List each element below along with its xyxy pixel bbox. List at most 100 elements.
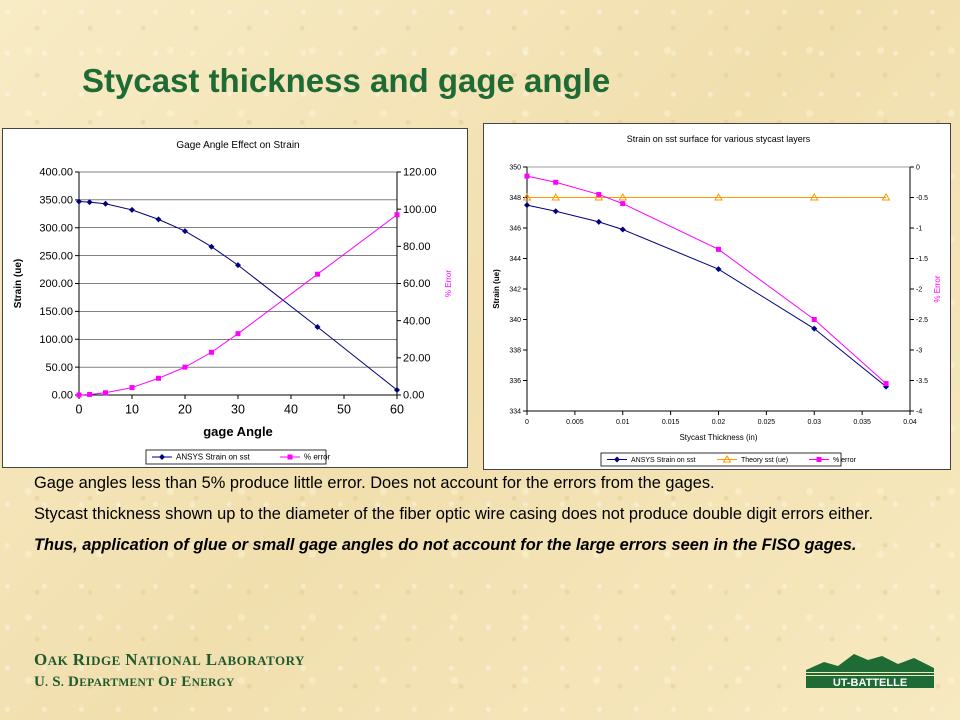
series-1 [76,212,400,398]
y-tick-label: 342 [509,286,521,293]
y-tick-label: 350.00 [39,195,73,207]
ut-battelle-logo: UT-BATTELLE [806,654,934,689]
x-tick-label: 40 [284,403,298,417]
y2-tick-label: -2.5 [916,317,928,324]
data-point [235,262,241,269]
data-point [208,243,215,250]
legend-label: % error [833,457,857,464]
data-point [618,193,628,201]
series-1 [522,193,891,201]
series-0 [524,202,890,390]
data-point [524,202,530,209]
data-point [809,193,819,201]
data-point [129,385,135,391]
x-tick-label: 0.035 [853,419,871,426]
gage-angle-chart: Gage Angle Effect on Strain 0.00 50.00 100.… [2,128,468,468]
series-line [526,204,887,387]
x-tick-label: 0.02 [712,419,726,426]
slide-body: Gage angles less than 5% produce little … [34,473,944,566]
legend-label: ANSYS Strain on sst [176,453,251,462]
x-tick-label: 0.01 [616,419,630,426]
y-axis-label: Strain (ue) [492,269,501,309]
gage-angle-chart-svg: Gage Angle Effect on Strain 0.00 50.00 100.… [13,140,453,465]
legend-marker [614,456,620,463]
paragraph-gage-angle: Gage angles less than 5% produce little … [34,474,715,492]
data-point [596,191,602,197]
x-tick-label: 0.015 [662,419,680,426]
y-tick-label: 340 [509,317,521,324]
paragraph-conclusion: Thus, application of glue or small gage … [34,536,857,554]
footer: OAK RIDGE NATIONAL LABORATORY U. S. DEPA… [34,650,305,691]
y-tick-label: 338 [509,347,521,354]
x-tick-label: 0.025 [758,419,776,426]
data-point [552,208,559,215]
data-point [394,386,400,393]
legend-marker [722,455,732,463]
y-tick-label: 200.00 [39,278,73,290]
data-point [522,193,532,201]
data-point [594,193,604,201]
y2-tick-label: 40.00 [403,315,431,327]
legend-label: Theory sst (ue) [741,457,788,464]
slide-title: Stycast thickness and gage angle [82,62,611,99]
chart-title: Gage Angle Effect on Strain [176,140,299,151]
data-point [394,212,400,218]
y-axis-label: Strain (ue) [13,259,24,308]
data-point [156,375,161,381]
stycast-thickness-chart: Strain on sst surface for various stycas… [483,123,951,470]
y-tick-label: 400.00 [39,167,73,179]
y2-tick-label: -3 [916,347,922,354]
data-point [619,226,626,233]
data-point [76,198,82,205]
y2-tick-label: 0 [916,164,920,171]
y2-tick-label: -0.5 [916,195,928,202]
legend-box [145,449,327,465]
y-tick-label: 0.00 [52,390,73,402]
data-point [715,266,722,273]
legend-marker [159,454,165,460]
series-2 [524,173,889,387]
y2-tick-label: -2 [916,286,922,293]
footer-lab-text: OAK RIDGE NATIONAL LABORATORY [34,650,305,669]
data-point [714,193,723,201]
data-point [102,200,109,207]
series-line [526,175,887,384]
footer-doe-text: U. S. DEPARTMENT OF ENERGY [34,674,235,690]
legend-label: ANSYS Strain on sst [631,457,696,464]
y2-tick-label: 120.00 [403,167,437,179]
data-point [103,390,108,396]
y-tick-label: 50.00 [45,362,73,374]
y-tick-label: 300.00 [39,222,73,234]
x-tick-label: 10 [125,403,139,417]
x-tick-label: 0.04 [903,419,917,426]
footer-lab-name: OAK RIDGE NATIONAL LABORATORY [34,650,305,670]
data-point [881,193,891,201]
data-point [182,228,188,235]
x-axis-label: Stycast Thickness (in) [679,433,757,442]
legend-marker [287,454,293,460]
x-tick-label: 50 [337,403,351,417]
data-point [811,317,817,322]
y-tick-label: 344 [509,256,521,263]
data-point [86,199,93,206]
data-point [524,173,530,179]
y2-tick-label: -1 [916,225,922,232]
stycast-thickness-chart-svg: Strain on sst surface for various stycas… [492,134,942,467]
data-point [716,246,721,252]
y-tick-label: 100.00 [39,334,73,346]
series-line [78,214,398,396]
data-point [87,391,93,397]
data-point [314,323,321,330]
data-point [155,216,162,223]
data-point [811,325,818,332]
y2-tick-label: 60.00 [403,278,431,290]
data-point [551,193,561,201]
x-tick-label: 30 [231,403,245,417]
y2-tick-label: -4 [916,408,922,415]
y2-tick-label: -1.5 [916,256,928,263]
y2-tick-label: -3.5 [916,378,928,385]
series-line [78,201,398,391]
chart-title: Strain on sst surface for various stycas… [627,134,811,144]
legend-label: % error [304,453,331,462]
data-point [182,364,188,370]
